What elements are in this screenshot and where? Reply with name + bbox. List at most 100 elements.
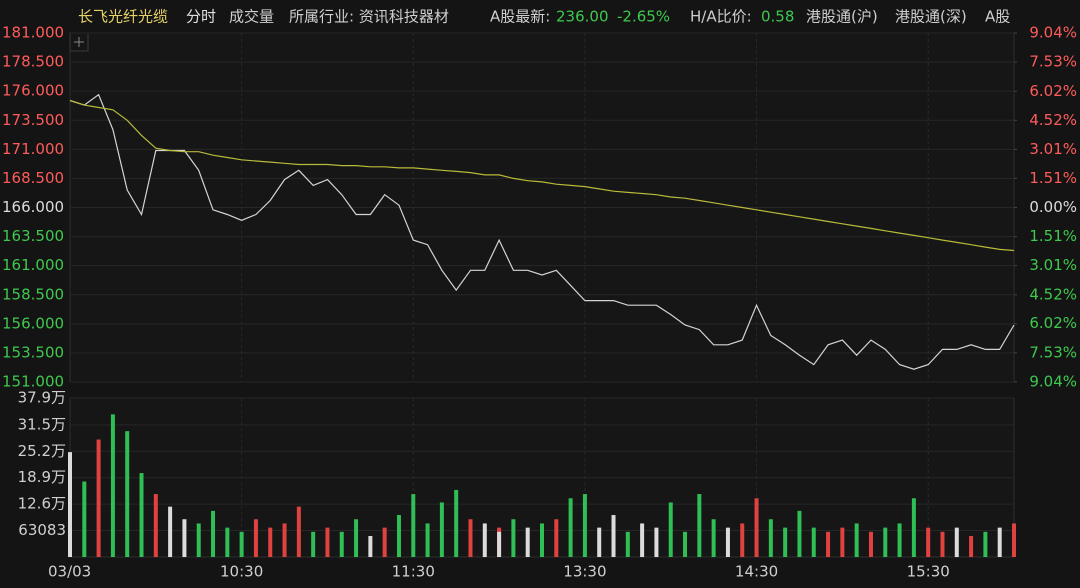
volume-bar: [740, 523, 745, 557]
ha-value: 0.58: [761, 8, 794, 26]
x-tick-label: 11:30: [392, 563, 435, 581]
y-tick-label: 168.500: [2, 169, 64, 187]
volume-bar: [525, 527, 530, 557]
volume-bar: [568, 498, 573, 557]
y-tick-label: 156.000: [2, 314, 64, 332]
volume-bar: [325, 527, 330, 557]
y-tick-label: 171.000: [2, 140, 64, 158]
volume-bar: [940, 531, 945, 557]
tab[interactable]: 成交量: [229, 8, 274, 26]
x-tick-label: 03/03: [48, 563, 91, 581]
a-latest-change: -2.65%: [617, 8, 670, 26]
volume-bar: [396, 515, 401, 557]
volume-bar: [1012, 523, 1016, 557]
y2-tick-label: 6.02%: [1029, 314, 1077, 332]
volume-bar: [96, 439, 101, 557]
y2-tick-label: 4.52%: [1029, 285, 1077, 303]
a-latest-label: A股最新:: [490, 8, 550, 26]
volume-bar: [368, 536, 373, 557]
y2-tick-label: 7.53%: [1029, 343, 1077, 361]
a-share-link[interactable]: A股: [985, 8, 1010, 26]
y-tick-label: 158.500: [2, 285, 64, 303]
y-tick-label: 166.000: [2, 198, 64, 216]
volume-bar: [125, 431, 130, 557]
volume-bar: [153, 494, 158, 557]
volume-bar: [668, 502, 673, 557]
volume-bar: [826, 531, 831, 557]
volume-bar: [897, 523, 902, 557]
a-latest-price: 236.00: [556, 8, 609, 26]
volume-bar: [511, 519, 516, 557]
volume-bar: [268, 527, 273, 557]
volume-bar: [711, 519, 716, 557]
volume-bar: [954, 527, 959, 557]
y-tick-label: 151.000: [2, 373, 64, 391]
volume-bar: [68, 452, 72, 557]
connect-link[interactable]: 港股通(深): [895, 8, 967, 26]
volume-bar: [654, 527, 659, 557]
industry: 所属行业: 资讯科技器材: [289, 8, 449, 26]
volume-bar: [196, 523, 201, 557]
volume-bar: [797, 510, 802, 557]
volume-tick-label: 31.5万: [18, 415, 66, 433]
volume-bar: [411, 494, 416, 557]
y-tick-label: 173.500: [2, 111, 64, 129]
volume-bar: [811, 527, 816, 557]
volume-bar: [239, 531, 244, 557]
volume-bar: [540, 523, 544, 557]
volume-bar: [725, 527, 730, 557]
y2-tick-label: 9.04%: [1029, 373, 1077, 391]
volume-bar: [754, 498, 759, 557]
volume-bar: [997, 527, 1002, 557]
volume-bar: [840, 527, 845, 557]
volume-bar: [425, 523, 430, 557]
y2-tick-label: 4.52%: [1029, 111, 1077, 129]
volume-bar: [482, 523, 487, 557]
volume-bar: [868, 531, 873, 557]
volume-bar: [582, 494, 587, 557]
tab[interactable]: 分时: [186, 8, 216, 26]
volume-tick-label: 12.6万: [18, 495, 66, 513]
y2-tick-label: 1.51%: [1029, 169, 1077, 187]
volume-bar: [354, 519, 359, 557]
connect-link[interactable]: 港股通(沪): [806, 8, 878, 26]
crosshair-icon: [74, 37, 84, 47]
volume-bar: [783, 527, 788, 557]
y-tick-label: 153.500: [2, 343, 64, 361]
y2-tick-label: 7.53%: [1029, 53, 1077, 71]
volume-bar: [82, 481, 87, 557]
volume-bar: [969, 536, 974, 557]
y-tick-label: 181.000: [2, 24, 64, 42]
volume-bar: [110, 414, 115, 557]
volume-bar: [611, 515, 616, 557]
volume-tick-label: 25.2万: [18, 442, 66, 460]
volume-bar: [468, 519, 473, 557]
volume-bar: [339, 531, 344, 557]
y2-tick-label: 6.02%: [1029, 82, 1077, 100]
volume-bar: [296, 506, 301, 557]
y2-tick-label: 3.01%: [1029, 256, 1077, 274]
volume-tick-label: 18.9万: [18, 468, 66, 486]
volume-bar: [926, 527, 931, 557]
x-tick-label: 14:30: [735, 563, 778, 581]
average-line: [69, 99, 1015, 252]
volume-bar: [854, 523, 859, 557]
volume-bar: [554, 519, 559, 557]
volume-bar: [211, 510, 216, 557]
volume-bar: [282, 523, 287, 557]
volume-bar: [683, 531, 688, 557]
volume-tick-label: 63083: [18, 521, 66, 539]
volume-bar: [311, 531, 316, 557]
volume-bar: [382, 527, 387, 557]
y-tick-label: 161.000: [2, 256, 64, 274]
stock-name[interactable]: 长飞光纤光缆: [78, 8, 168, 26]
price-line: [69, 93, 1015, 370]
ha-label: H/A比价:: [690, 8, 752, 26]
volume-bar: [439, 502, 444, 557]
volume-bar: [168, 506, 173, 557]
volume-bar: [454, 489, 459, 557]
volume-bar: [625, 531, 630, 557]
volume-bar: [768, 519, 773, 557]
